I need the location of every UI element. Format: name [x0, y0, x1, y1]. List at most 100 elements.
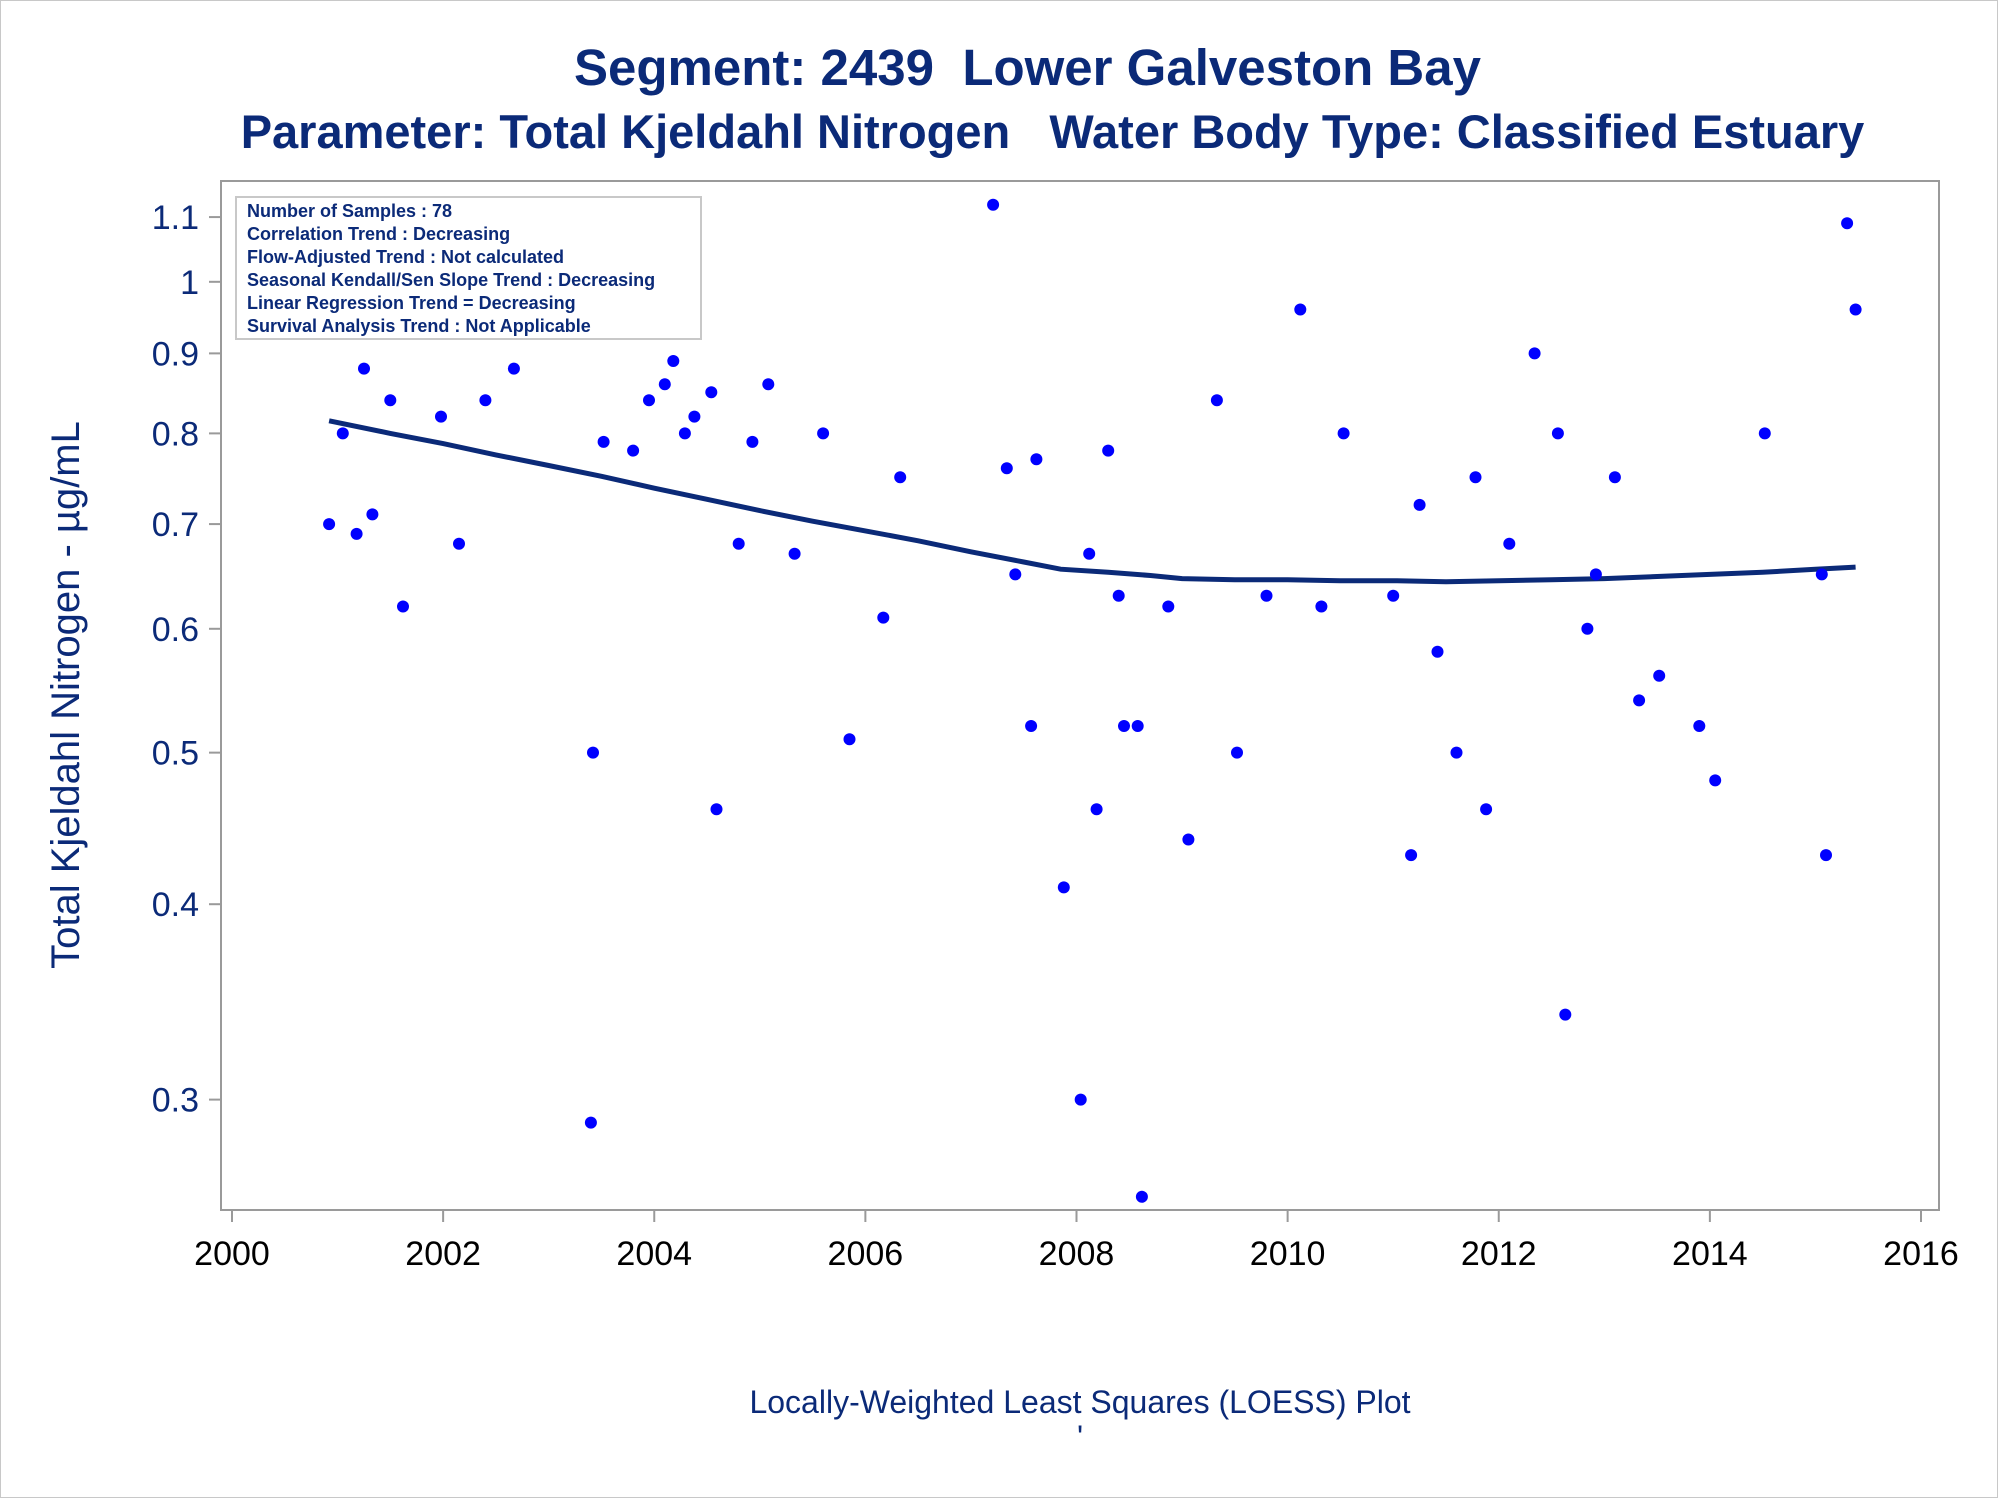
data-point	[1589, 568, 1602, 581]
data-point	[1693, 720, 1706, 732]
data-point	[584, 1116, 597, 1129]
data-point	[350, 527, 363, 540]
data-point	[1841, 217, 1854, 230]
data-point	[1337, 427, 1350, 440]
x-tick-label: 2016	[1883, 1235, 1959, 1273]
data-point	[479, 394, 492, 407]
data-point	[358, 362, 370, 375]
stats-legend-box	[235, 196, 702, 340]
data-point	[507, 362, 520, 375]
data-points	[323, 198, 1862, 1203]
data-point	[1030, 453, 1043, 466]
data-point	[987, 198, 1000, 211]
x-tick-label: 2012	[1461, 1235, 1537, 1273]
data-point	[1210, 394, 1223, 407]
data-point	[453, 537, 465, 550]
y-tick-label: 0.3	[152, 1082, 199, 1120]
data-point	[1025, 720, 1038, 732]
data-point	[435, 410, 447, 423]
y-tick-label: 0.5	[152, 735, 199, 773]
footnote: Locally-Weighted Least Squares (LOESS) P…	[749, 1384, 1410, 1420]
data-point	[710, 803, 723, 816]
stat-linear-regression-trend: Linear Regression Trend = Decreasing	[247, 293, 576, 313]
data-point	[1294, 303, 1307, 316]
x-tick-label: 2014	[1672, 1235, 1748, 1273]
x-tick-label: 2006	[828, 1235, 904, 1273]
x-tick-label: 2008	[1039, 1235, 1115, 1273]
data-point	[1849, 303, 1862, 316]
data-point	[1135, 1190, 1148, 1203]
data-point	[688, 410, 701, 423]
data-point	[1608, 471, 1621, 484]
data-point	[1102, 444, 1115, 457]
data-point	[1074, 1093, 1087, 1106]
chart-subtitle: Parameter: Total Kjeldahl Nitrogen Water…	[240, 105, 1865, 158]
data-point	[817, 427, 830, 440]
data-point	[627, 444, 640, 457]
data-point	[1231, 746, 1243, 759]
x-tick-label: 2000	[194, 1235, 270, 1273]
y-tick-label: 1.1	[152, 199, 199, 237]
data-point	[587, 746, 599, 759]
data-point	[1260, 589, 1273, 602]
stat-flow-adjusted-trend: Flow-Adjusted Trend : Not calculated	[247, 247, 564, 267]
data-point	[1405, 849, 1418, 862]
data-point	[1387, 589, 1400, 602]
x-tick-label: 2002	[405, 1235, 481, 1273]
data-point	[1653, 669, 1666, 682]
data-point	[894, 471, 907, 484]
data-point	[1450, 746, 1463, 759]
data-point	[1182, 833, 1195, 846]
y-tick-label: 1	[180, 264, 199, 302]
data-point	[762, 378, 775, 391]
data-point	[1820, 849, 1832, 862]
plot-area	[220, 180, 1940, 1211]
data-point	[1131, 720, 1144, 732]
data-point	[366, 508, 379, 521]
x-tick-label: 2004	[616, 1235, 692, 1273]
data-point	[658, 378, 671, 391]
data-point	[1815, 568, 1828, 581]
stat-survival-analysis-trend: Survival Analysis Trend : Not Applicable	[247, 316, 591, 336]
y-axis-title: Total Kjeldahl Nitrogen - µg/mL	[44, 421, 88, 969]
data-point	[1000, 462, 1013, 475]
data-point	[1528, 347, 1541, 360]
chart-title: Segment: 2439 Lower Galveston Bay	[574, 39, 1481, 96]
data-point	[597, 435, 610, 448]
y-tick-label: 0.4	[152, 886, 199, 924]
data-point	[1469, 471, 1482, 484]
data-point	[643, 394, 655, 407]
stat-sample-count: Number of Samples : 78	[247, 201, 452, 221]
data-point	[1112, 589, 1125, 602]
data-point	[1503, 537, 1516, 550]
data-point	[1162, 600, 1175, 613]
data-point	[877, 611, 890, 624]
data-point	[384, 394, 397, 407]
y-tick-label: 0.9	[152, 335, 199, 373]
data-point	[1009, 568, 1022, 581]
data-point	[667, 355, 680, 367]
data-point	[1551, 427, 1564, 440]
y-tick-label: 0.7	[152, 506, 199, 544]
data-point	[1315, 600, 1328, 613]
x-axis: 2000 2002 2004 2006 2008 2010 2012 2014 2016	[194, 1210, 1959, 1273]
data-point	[336, 427, 349, 440]
y-tick-label: 0.8	[152, 415, 199, 453]
y-tick-label: 0.6	[152, 611, 199, 649]
data-point	[1758, 427, 1771, 440]
data-point	[678, 427, 691, 440]
data-point	[1480, 803, 1493, 816]
data-point	[732, 537, 745, 550]
data-point	[1633, 694, 1646, 707]
data-point	[1083, 547, 1096, 560]
data-point	[843, 733, 856, 746]
data-point	[746, 435, 759, 448]
data-point	[397, 600, 409, 613]
data-point	[705, 386, 718, 399]
data-point	[788, 547, 801, 560]
data-point	[323, 518, 336, 531]
stats-legend: Number of Samples : 78 Correlation Trend…	[235, 196, 702, 340]
y-axis: 1.1 1 0.9 0.8 0.7 0.6 0.5 0.4 0.3	[152, 199, 221, 1120]
stat-seasonal-kendall-trend: Seasonal Kendall/Sen Slope Trend : Decre…	[247, 270, 655, 290]
data-point	[1431, 645, 1444, 658]
